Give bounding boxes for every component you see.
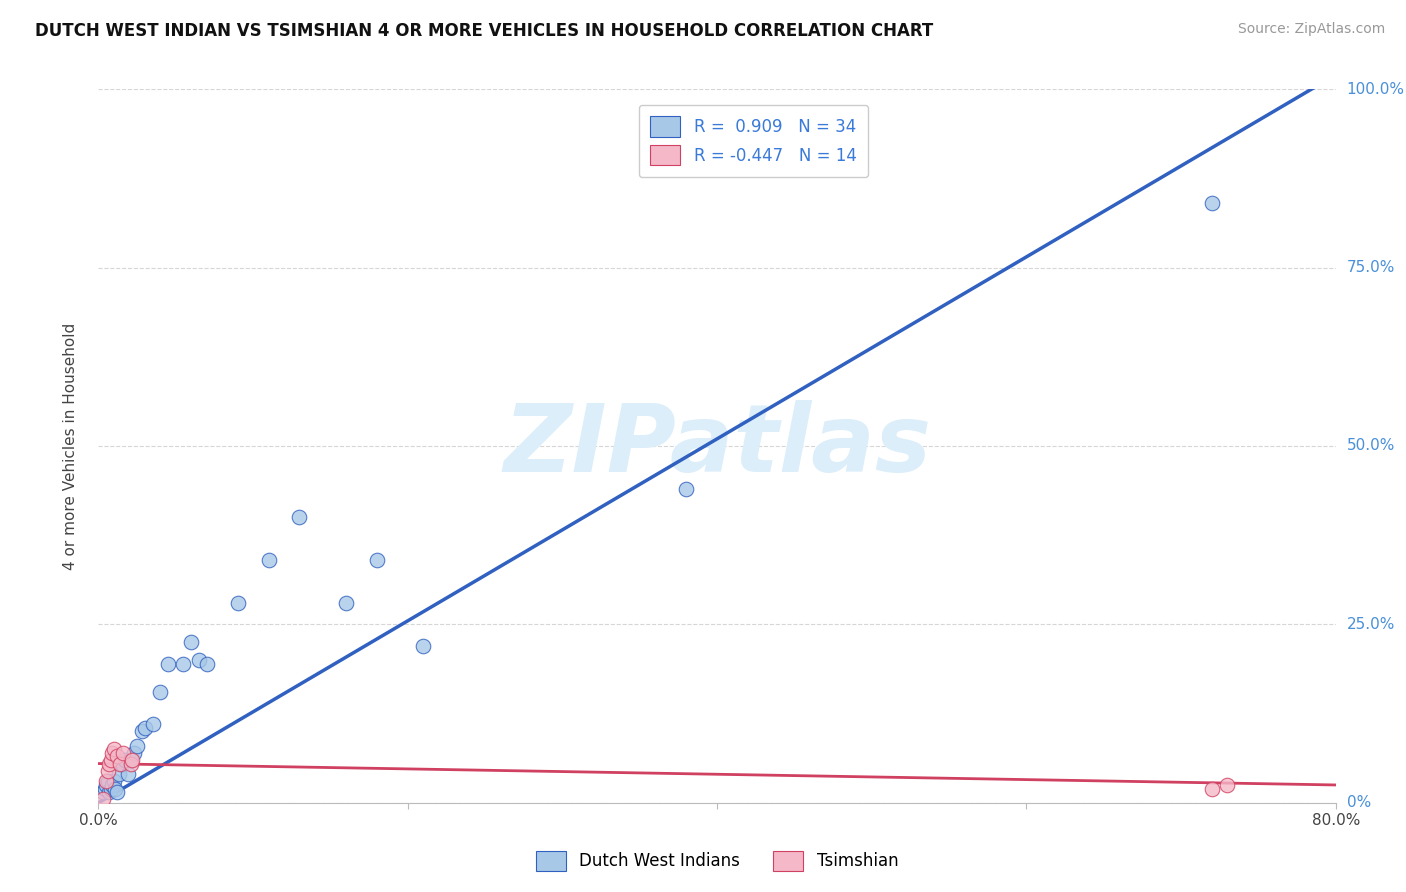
Point — [96, 778, 118, 792]
Point — [195, 657, 218, 671]
Point — [100, 781, 122, 796]
Legend: Dutch West Indians, Tsimshian: Dutch West Indians, Tsimshian — [527, 842, 907, 880]
Point — [112, 746, 135, 760]
Point — [257, 553, 280, 567]
Text: 100.0%: 100.0% — [1347, 82, 1405, 96]
Text: 0%: 0% — [1347, 796, 1371, 810]
Point — [127, 739, 149, 753]
Point — [97, 774, 120, 789]
Point — [91, 792, 114, 806]
Point — [226, 596, 249, 610]
Point — [105, 749, 128, 764]
Point — [172, 657, 194, 671]
Point — [675, 482, 697, 496]
Point — [104, 781, 127, 796]
Point — [103, 774, 125, 789]
Point — [117, 767, 139, 781]
Point — [105, 785, 128, 799]
Point — [120, 753, 142, 767]
Point — [1201, 781, 1223, 796]
Point — [366, 553, 388, 567]
Point — [98, 785, 121, 799]
Point — [97, 764, 120, 778]
Point — [180, 635, 202, 649]
Point — [121, 753, 143, 767]
Legend: R =  0.909   N = 34, R = -0.447   N = 14: R = 0.909 N = 34, R = -0.447 N = 14 — [638, 104, 869, 177]
Point — [188, 653, 211, 667]
Point — [131, 724, 153, 739]
Point — [91, 785, 114, 799]
Point — [114, 753, 136, 767]
Text: Source: ZipAtlas.com: Source: ZipAtlas.com — [1237, 22, 1385, 37]
Point — [1201, 196, 1223, 211]
Point — [100, 753, 122, 767]
Point — [93, 781, 115, 796]
Point — [111, 756, 132, 771]
Point — [412, 639, 434, 653]
Y-axis label: 4 or more Vehicles in Household: 4 or more Vehicles in Household — [63, 322, 77, 570]
Point — [98, 756, 121, 771]
Text: 75.0%: 75.0% — [1347, 260, 1395, 275]
Point — [335, 596, 357, 610]
Text: ZIPatlas: ZIPatlas — [503, 400, 931, 492]
Text: 25.0%: 25.0% — [1347, 617, 1395, 632]
Point — [96, 774, 118, 789]
Point — [149, 685, 172, 699]
Text: 50.0%: 50.0% — [1347, 439, 1395, 453]
Point — [101, 746, 124, 760]
Text: DUTCH WEST INDIAN VS TSIMSHIAN 4 OR MORE VEHICLES IN HOUSEHOLD CORRELATION CHART: DUTCH WEST INDIAN VS TSIMSHIAN 4 OR MORE… — [35, 22, 934, 40]
Point — [1216, 778, 1239, 792]
Point — [108, 756, 131, 771]
Point — [120, 756, 142, 771]
Point — [141, 717, 165, 731]
Point — [107, 767, 129, 781]
Point — [157, 657, 180, 671]
Point — [103, 742, 125, 756]
Point — [101, 778, 124, 792]
Point — [288, 510, 311, 524]
Point — [122, 746, 145, 760]
Point — [134, 721, 156, 735]
